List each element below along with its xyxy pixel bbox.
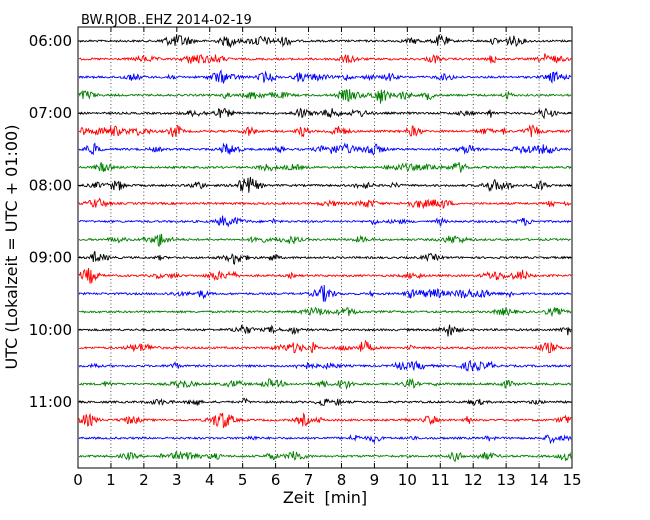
x-tick-label: 9 <box>370 471 380 489</box>
y-tick-label: 07:00 <box>29 104 72 122</box>
trace-06:15 <box>78 53 572 64</box>
trace-06:00 <box>78 34 572 49</box>
x-tick-label: 3 <box>172 471 182 489</box>
x-tick-label: 10 <box>398 471 417 489</box>
x-tick-label: 4 <box>205 471 215 489</box>
traces <box>78 34 572 463</box>
trace-10:15 <box>78 339 572 354</box>
trace-11:15 <box>78 412 572 429</box>
trace-09:30 <box>78 284 572 302</box>
trace-11:00 <box>78 397 572 407</box>
trace-09:00 <box>78 250 572 265</box>
x-tick-label: 6 <box>271 471 281 489</box>
trace-11:30 <box>78 434 572 445</box>
y-tick-label: 06:00 <box>29 32 72 50</box>
y-tick-label: 10:00 <box>29 321 72 339</box>
trace-06:45 <box>78 89 572 104</box>
trace-08:45 <box>78 233 572 247</box>
x-tick-label: 2 <box>139 471 149 489</box>
y-tick-label: 08:00 <box>29 176 72 194</box>
plot-frame <box>77 26 573 469</box>
x-tick-label: 5 <box>238 471 248 489</box>
x-tick-label: 8 <box>337 471 347 489</box>
x-tick-label: 1 <box>106 471 116 489</box>
trace-10:30 <box>78 359 572 372</box>
trace-10:00 <box>78 324 572 337</box>
y-tick-label: 11:00 <box>29 393 72 411</box>
trace-07:00 <box>78 107 572 120</box>
x-tick-label: 12 <box>464 471 483 489</box>
x-tick-label: 13 <box>497 471 516 489</box>
trace-08:00 <box>78 176 572 193</box>
trace-10:45 <box>78 377 572 391</box>
trace-08:15 <box>78 197 572 210</box>
x-tick-label: 7 <box>304 471 314 489</box>
x-tick-label: 15 <box>562 471 581 489</box>
chart-title: BW.RJOB..EHZ 2014-02-19 <box>81 13 252 28</box>
y-axis-label: UTC (Lokalzeit = UTC + 01:00) <box>2 125 21 370</box>
trace-06:30 <box>78 69 572 85</box>
x-tick-label: 11 <box>431 471 450 489</box>
trace-07:45 <box>78 162 572 173</box>
trace-11:45 <box>78 450 572 463</box>
trace-07:30 <box>78 142 572 156</box>
grid <box>110 27 540 468</box>
x-tick-label: 14 <box>530 471 549 489</box>
y-axis-ticks: 06:00 07:00 08:00 09:00 10:00 11:00 <box>29 32 572 411</box>
trace-09:45 <box>78 306 572 318</box>
trace-09:15 <box>78 267 572 284</box>
y-tick-label: 09:00 <box>29 249 72 267</box>
x-tick-label: 0 <box>73 471 83 489</box>
x-axis-ticks: 0 1 2 3 4 5 6 7 8 9 10 11 12 13 14 15 <box>73 27 582 489</box>
trace-07:15 <box>78 124 572 138</box>
x-axis-label: Zeit [min] <box>283 488 367 507</box>
trace-08:30 <box>78 215 572 228</box>
